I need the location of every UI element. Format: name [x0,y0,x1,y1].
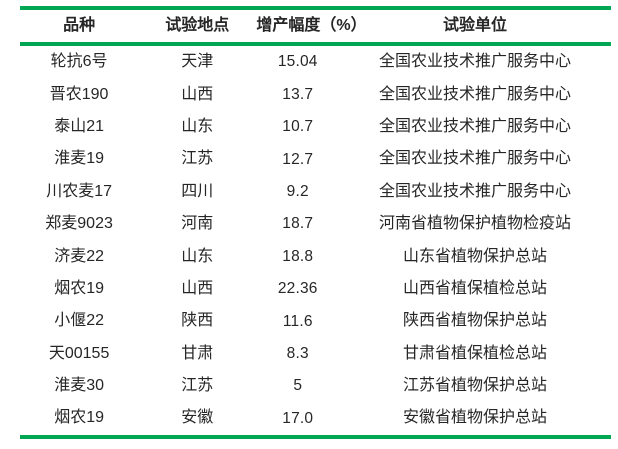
table-row: 泰山21 山东 10.7 全国农业技术推广服务中心 [20,111,611,143]
cell-unit: 甘肃省植保植检总站 [403,344,548,362]
cell-variety: 泰山21 [54,117,104,135]
cell-unit: 安徽省植物保护总站 [403,409,548,427]
cell-location: 河南 [181,215,214,233]
cell-increase: 22.36 [277,280,318,298]
cell-increase: 9.2 [286,183,309,200]
trial-results-table: 品种 试验地点 增产幅度（%） 试验单位 轮抗6号 天津 15.04 全国农业技术推广… [20,6,611,439]
table-row: 川农麦17 四川 9.2 全国农业技术推广服务中心 [20,176,611,208]
cell-variety: 淮麦19 [54,150,104,168]
cell-unit: 江苏省植物保护总站 [403,377,548,395]
cell-variety: 小偃22 [54,312,104,330]
cell-unit: 全国农业技术推广服务中心 [379,85,572,103]
cell-increase: 18.8 [282,247,314,265]
column-header-increase: 增产幅度（%） [256,17,367,34]
table-row: 烟农19 山西 22.36 山西省植保植检总站 [20,273,611,305]
cell-unit: 山东省植物保护总站 [403,247,548,265]
cell-unit: 全国农业技术推广服务中心 [379,117,572,135]
cell-increase: 12.7 [282,150,314,168]
table-header-rule [20,42,611,46]
cell-increase: 18.7 [282,215,314,233]
column-header-location: 试验地点 [165,17,230,34]
table-row: 淮麦19 江苏 12.7 全国农业技术推广服务中心 [20,143,611,175]
table-row: 轮抗6号 天津 15.04 全国农业技术推广服务中心 [20,46,611,78]
cell-location: 山西 [181,85,214,103]
table-row: 天00155 甘肃 8.3 甘肃省植保植检总站 [20,338,611,370]
cell-location: 山东 [181,247,214,265]
cell-variety: 烟农19 [54,279,104,297]
table-bottom-rule [20,434,611,439]
table-row: 烟农19 安徽 17.0 安徽省植物保护总站 [20,402,611,434]
cell-increase: 10.7 [282,118,314,136]
cell-increase: 5 [293,377,303,395]
cell-increase: 17.0 [282,409,314,427]
table-row: 淮麦30 江苏 5 江苏省植物保护总站 [20,370,611,402]
cell-location: 山东 [181,117,214,135]
cell-location: 江苏 [181,150,214,168]
cell-unit: 全国农业技术推广服务中心 [379,150,572,168]
cell-variety: 淮麦30 [54,377,104,395]
column-header-variety: 品种 [63,17,96,34]
cell-variety: 晋农190 [49,85,109,103]
cell-variety: 济麦22 [54,247,104,265]
cell-increase: 8.3 [286,344,309,362]
column-header-unit: 试验单位 [443,17,508,34]
table-top-rule [20,6,611,10]
cell-unit: 陕西省植物保护总站 [403,312,548,330]
table-row: 晋农190 山西 13.7 全国农业技术推广服务中心 [20,78,611,110]
cell-variety: 轮抗6号 [50,53,108,71]
cell-location: 天津 [181,53,214,71]
cell-location: 山西 [181,279,214,297]
table-row: 济麦22 山东 18.8 山东省植物保护总站 [20,240,611,272]
cell-variety: 天00155 [48,344,110,362]
cell-location: 四川 [181,182,214,200]
cell-location: 陕西 [181,312,214,330]
cell-variety: 川农麦17 [46,182,112,200]
cell-location: 甘肃 [181,344,214,362]
cell-increase: 15.04 [277,53,318,71]
table-row: 小偃22 陕西 11.6 陕西省植物保护总站 [20,305,611,337]
cell-location: 江苏 [181,377,214,395]
cell-location: 安徽 [181,409,214,427]
cell-unit: 全国农业技术推广服务中心 [379,53,572,71]
cell-variety: 郑麦9023 [45,215,113,233]
cell-increase: 13.7 [282,85,314,103]
cell-variety: 烟农19 [54,409,104,427]
cell-unit: 河南省植物保护植物检疫站 [379,215,572,233]
table-header-row: 品种 试验地点 增产幅度（%） 试验单位 [20,10,611,42]
cell-increase: 11.6 [282,312,313,330]
table-body: 轮抗6号 天津 15.04 全国农业技术推广服务中心 晋农190 山西 13.7 全国农业技术… [20,46,611,435]
cell-unit: 山西省植保植检总站 [403,279,548,297]
table-row: 郑麦9023 河南 18.7 河南省植物保护植物检疫站 [20,208,611,240]
cell-unit: 全国农业技术推广服务中心 [379,182,572,200]
